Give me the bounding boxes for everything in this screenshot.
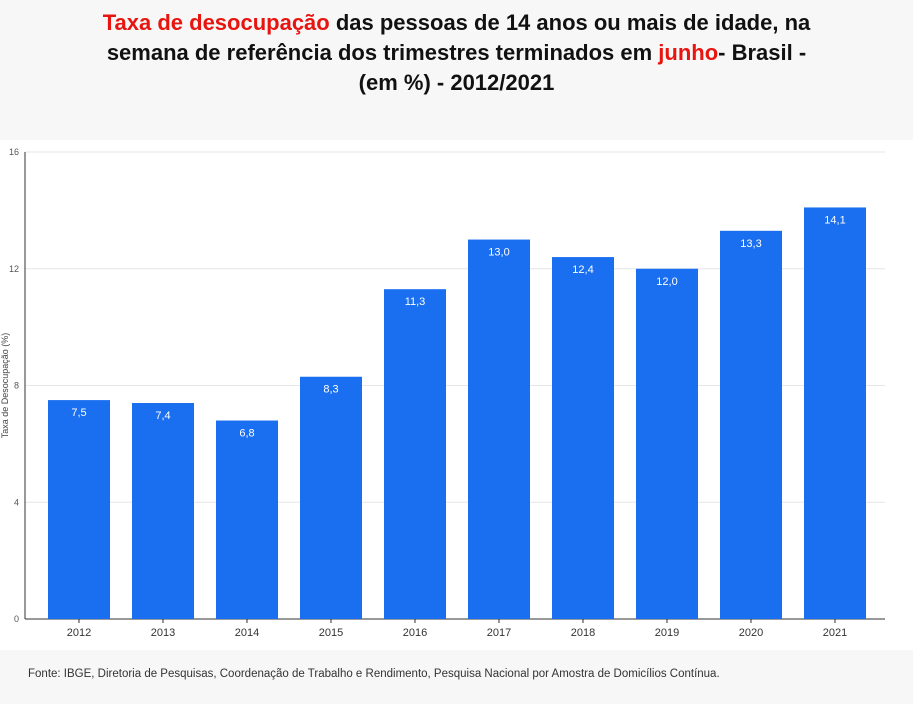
x-tick-label-2012: 2012 — [67, 627, 91, 639]
title-line-2: semana de referência dos trimestres term… — [0, 38, 913, 68]
y-tick-label: 8 — [14, 381, 19, 391]
data-label-2016: 11,3 — [405, 296, 426, 308]
title-text-2: semana de referência dos trimestres term… — [106, 40, 659, 65]
bar-2016 — [384, 289, 446, 619]
data-label-2018: 12,4 — [572, 264, 593, 276]
x-tick-label-2018: 2018 — [571, 627, 595, 639]
bar-2015 — [300, 376, 362, 619]
x-tick-label-2017: 2017 — [487, 627, 511, 639]
x-tick-label-2013: 2013 — [151, 627, 175, 639]
x-tick-label-2014: 2014 — [235, 627, 259, 639]
y-tick-label: 0 — [14, 614, 19, 624]
y-axis-label: Taxa de Desocupação (%) — [0, 333, 10, 439]
title-text-1: das pessoas de 14 anos ou mais de idade,… — [329, 10, 811, 35]
y-tick-label: 4 — [14, 497, 19, 507]
data-label-2020: 13,3 — [740, 238, 761, 250]
y-tick-label: 12 — [9, 264, 19, 274]
title-text-3: - Brasil - — [718, 40, 807, 65]
bar-chart: 0 4 8 12 16 Taxa de Desocupação (%) 7,5 2012 7,4… — [0, 147, 885, 639]
y-tick-label: 16 — [9, 147, 19, 157]
data-label-2015: 8,3 — [323, 384, 338, 396]
title-line-3: (em %) - 2012/2021 — [0, 68, 913, 98]
data-label-2019: 12,0 — [656, 276, 677, 288]
source-note: Fonte: IBGE, Diretoria de Pesquisas, Coo… — [28, 668, 720, 680]
bar-2012 — [48, 400, 110, 619]
title-line-1: Taxa de desocupação das pessoas de 14 an… — [0, 8, 913, 38]
bar-2021 — [804, 207, 866, 620]
bar-2019 — [636, 268, 698, 619]
title-highlight-taxa: Taxa de desocupação — [102, 10, 330, 35]
bar-2020 — [720, 230, 782, 619]
x-tick-label-2019: 2019 — [655, 627, 679, 639]
x-tick-label-2015: 2015 — [319, 627, 343, 639]
x-tick-label-2021: 2021 — [823, 627, 847, 639]
title-highlight-junho: junho — [658, 40, 719, 65]
data-label-2021: 14,1 — [824, 214, 845, 226]
chart-area: 0 4 8 12 16 Taxa de Desocupação (%) 7,5 2012 7,4… — [0, 140, 913, 650]
chart-title: Taxa de desocupação das pessoas de 14 an… — [0, 8, 913, 98]
bar-2014 — [216, 420, 278, 619]
x-tick-label-2020: 2020 — [739, 627, 763, 639]
bar-2013 — [132, 403, 194, 619]
data-label-2014: 6,8 — [239, 428, 254, 440]
bar-2017 — [468, 239, 530, 619]
data-label-2012: 7,5 — [71, 407, 86, 419]
title-text-4: (em %) - 2012/2021 — [358, 70, 555, 95]
data-label-2013: 7,4 — [155, 410, 170, 422]
x-tick-label-2016: 2016 — [403, 627, 427, 639]
data-label-2017: 13,0 — [488, 247, 509, 259]
bar-2018 — [552, 257, 614, 619]
